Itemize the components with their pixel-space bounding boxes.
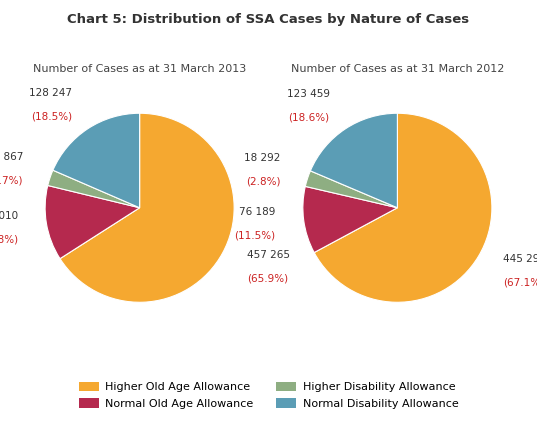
Text: (12.8%): (12.8%) xyxy=(0,235,18,245)
Text: (67.1%): (67.1%) xyxy=(503,278,537,287)
Wedge shape xyxy=(306,171,397,208)
Text: 128 247: 128 247 xyxy=(29,88,72,98)
Text: 457 265: 457 265 xyxy=(248,250,291,260)
Text: (18.5%): (18.5%) xyxy=(31,112,72,122)
Text: 76 189: 76 189 xyxy=(239,207,275,217)
Text: 445 297: 445 297 xyxy=(503,254,537,264)
Text: Number of Cases as at 31 March 2012: Number of Cases as at 31 March 2012 xyxy=(291,64,504,74)
Text: (18.6%): (18.6%) xyxy=(288,112,330,122)
Text: (11.5%): (11.5%) xyxy=(235,231,275,241)
Wedge shape xyxy=(310,113,397,208)
Wedge shape xyxy=(314,113,492,302)
Text: (65.9%): (65.9%) xyxy=(248,273,288,284)
Wedge shape xyxy=(60,113,234,302)
Text: Number of Cases as at 31 March 2013: Number of Cases as at 31 March 2013 xyxy=(33,64,246,74)
Text: Chart 5: Distribution of SSA Cases by Nature of Cases: Chart 5: Distribution of SSA Cases by Na… xyxy=(68,13,469,26)
Text: (2.8%): (2.8%) xyxy=(246,176,280,187)
Wedge shape xyxy=(48,170,140,208)
Text: 18 292: 18 292 xyxy=(244,153,280,163)
Wedge shape xyxy=(45,186,140,259)
Text: 18 867: 18 867 xyxy=(0,152,23,162)
Text: (2.7%): (2.7%) xyxy=(0,176,23,186)
Legend: Higher Old Age Allowance, Normal Old Age Allowance, Higher Disability Allowance,: Higher Old Age Allowance, Normal Old Age… xyxy=(73,376,464,414)
Wedge shape xyxy=(303,187,397,253)
Wedge shape xyxy=(53,113,140,208)
Text: 89 010: 89 010 xyxy=(0,211,18,221)
Text: 123 459: 123 459 xyxy=(287,89,330,98)
